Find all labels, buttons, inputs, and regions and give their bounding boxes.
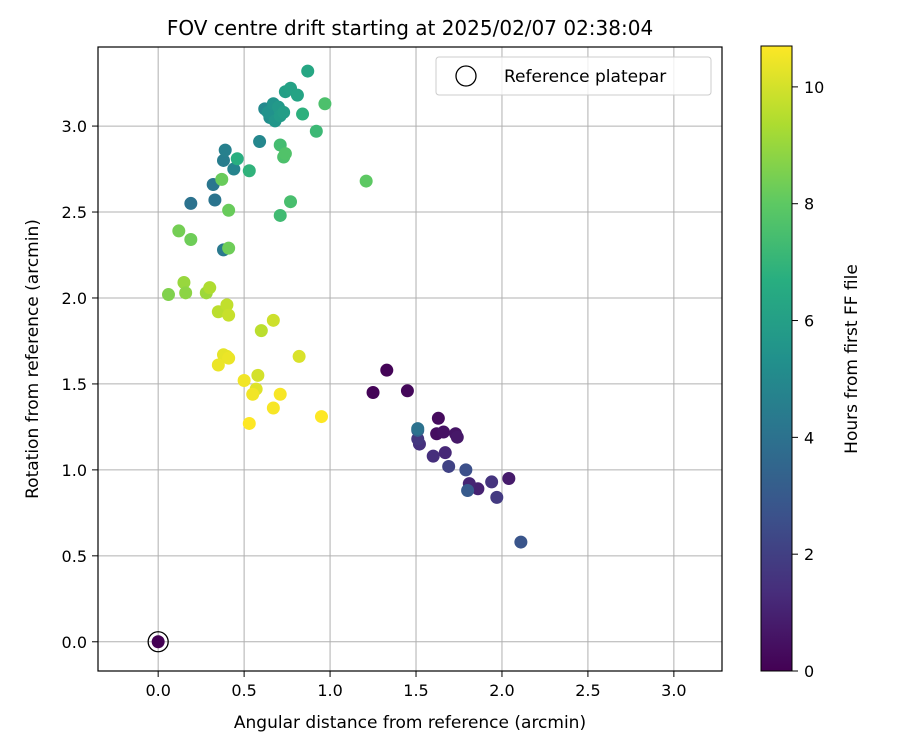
- legend-marker-icon: [455, 65, 477, 87]
- data-point: [184, 196, 198, 210]
- data-point: [278, 147, 292, 161]
- y-tick-label: 2.0: [62, 289, 87, 308]
- data-point: [246, 387, 260, 401]
- data-point: [266, 313, 280, 327]
- colorbar-tick-label: 6: [804, 312, 814, 331]
- data-point: [227, 162, 241, 176]
- y-tick-label: 0.0: [62, 633, 87, 652]
- data-point: [172, 224, 186, 238]
- data-point: [318, 97, 332, 111]
- data-point: [222, 308, 236, 322]
- reference-data-point: [151, 635, 165, 649]
- data-points: [161, 64, 528, 549]
- x-axis-label: Angular distance from reference (arcmin): [234, 713, 586, 733]
- colorbar-tick-label: 8: [804, 195, 814, 214]
- data-point: [296, 107, 310, 121]
- data-point: [366, 386, 380, 400]
- y-tick-label: 1.5: [62, 375, 87, 394]
- data-point: [442, 459, 456, 473]
- data-point: [222, 241, 236, 255]
- data-point: [208, 193, 222, 207]
- data-point: [218, 143, 232, 157]
- data-point: [242, 164, 256, 178]
- reference-layer: [147, 631, 169, 653]
- y-tick-label: 2.5: [62, 203, 87, 222]
- data-point: [222, 203, 236, 217]
- data-point: [277, 105, 291, 119]
- data-point: [230, 152, 244, 166]
- y-axis-label: Rotation from reference (arcmin): [23, 219, 43, 499]
- y-tick-label: 1.0: [62, 461, 87, 480]
- data-point: [380, 363, 394, 377]
- x-tick-label: 0.5: [231, 681, 256, 700]
- data-point: [438, 446, 452, 460]
- data-point: [292, 349, 306, 363]
- data-point: [177, 276, 191, 290]
- colorbar-label: Hours from first FF file: [842, 264, 862, 454]
- data-point: [184, 233, 198, 247]
- data-point: [273, 387, 287, 401]
- data-point: [254, 324, 268, 338]
- legend-box: [435, 56, 712, 96]
- colorbar-tick-label: 10: [804, 78, 824, 97]
- data-point: [284, 195, 298, 209]
- colorbar-tick-label: 0: [804, 662, 814, 681]
- data-point: [237, 373, 251, 387]
- x-tick-label: 3.0: [661, 681, 686, 700]
- data-point: [450, 430, 464, 444]
- chart-title: FOV centre drift starting at 2025/02/07 …: [167, 16, 653, 40]
- colorbar-tick-label: 2: [804, 545, 814, 564]
- legend-label: Reference platepar: [504, 67, 666, 87]
- data-point: [222, 351, 236, 365]
- data-point: [490, 490, 504, 504]
- colorbar-gradient: [760, 45, 793, 672]
- data-point: [459, 463, 473, 477]
- reference-platepar-marker: [147, 631, 169, 653]
- data-point: [215, 172, 229, 186]
- x-tick-label: 1.0: [317, 681, 342, 700]
- grid: [98, 47, 722, 671]
- data-point: [273, 208, 287, 222]
- data-point: [242, 416, 256, 430]
- plot-frame: [97, 46, 723, 672]
- data-point: [431, 411, 445, 425]
- data-point: [461, 484, 475, 498]
- data-point: [411, 422, 425, 436]
- data-point: [220, 298, 234, 312]
- data-point: [211, 358, 225, 372]
- y-tick-label: 3.0: [62, 117, 87, 136]
- data-point: [426, 449, 440, 463]
- data-point: [514, 535, 528, 549]
- data-point: [437, 425, 451, 439]
- data-point: [253, 135, 267, 149]
- data-point: [161, 288, 175, 302]
- colorbar-tick-label: 4: [804, 428, 814, 447]
- y-tick-label: 0.5: [62, 547, 87, 566]
- data-point: [359, 174, 373, 188]
- colorbar: 0 2 4 6 8 10 Hours from first FF file: [760, 45, 862, 681]
- x-tick-label: 2.5: [575, 681, 600, 700]
- data-point: [216, 153, 230, 167]
- data-point: [314, 410, 328, 424]
- legend: Reference platepar: [435, 56, 712, 96]
- data-point: [179, 286, 193, 300]
- data-point: [266, 401, 280, 415]
- data-point: [309, 124, 323, 138]
- data-point: [203, 281, 217, 295]
- data-point: [400, 384, 414, 398]
- data-point: [251, 368, 265, 382]
- x-tick-label: 2.0: [489, 681, 514, 700]
- data-point: [502, 471, 516, 485]
- data-point: [485, 475, 499, 489]
- axis-ticks: 0.0 0.5 1.0 1.5 2.0 2.5 3.0 0.0 0.5 1.0 1.5 2.0 2.5 3…: [62, 117, 687, 700]
- data-point: [290, 88, 304, 102]
- data-point: [301, 64, 315, 78]
- colorbar-ticks: 0 2 4 6 8 10: [792, 78, 824, 681]
- x-tick-label: 0.0: [145, 681, 170, 700]
- x-tick-label: 1.5: [403, 681, 428, 700]
